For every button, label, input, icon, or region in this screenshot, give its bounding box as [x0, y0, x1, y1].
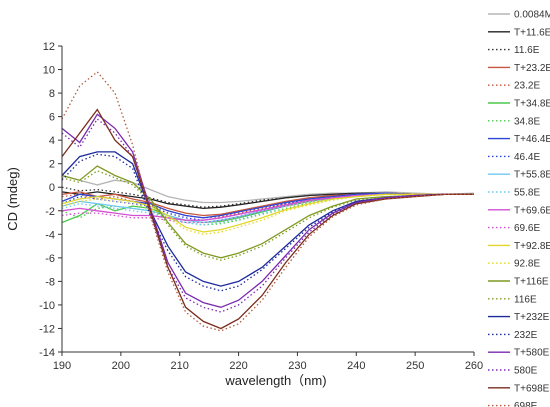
legend-label-4: 23.2E: [514, 81, 540, 92]
series-line-0: [61, 174, 475, 204]
y-tick-label: -6: [45, 253, 55, 265]
legend-label-19: T+580E: [514, 348, 550, 359]
series-line-12: [61, 193, 474, 224]
x-tick-label: 200: [112, 360, 130, 372]
y-tick-label: 6: [49, 112, 55, 124]
legend-label-6: 34.8E: [514, 116, 540, 127]
y-tick-label: -12: [39, 323, 55, 335]
y-tick-label: -4: [45, 229, 55, 241]
legend-label-18: 232E: [514, 330, 538, 341]
y-tick-label: 12: [43, 41, 55, 53]
y-tick-label: 8: [49, 88, 55, 100]
legend-label-2: 11.6E: [514, 45, 540, 56]
legend-label-1: T+11.6E: [514, 27, 550, 38]
y-axis-label: CD (mdeg): [5, 167, 20, 231]
legend-label-13: T+92.8E: [514, 241, 550, 252]
series-line-14: [61, 193, 474, 235]
x-tick-label: 260: [465, 360, 483, 372]
x-tick-label: 210: [171, 360, 189, 372]
series-line-2: [61, 186, 474, 208]
x-tick-label: 240: [347, 360, 365, 372]
x-axis-label: wavelength（nm): [224, 373, 326, 388]
y-tick-label: 2: [49, 159, 55, 171]
legend-label-7: T+46.4E: [514, 134, 550, 145]
legend-label-22: 698E: [514, 401, 538, 407]
legend: 0.0084M T T+11.6E 11.6E T+23.2E 23.2E T+34.8E…: [488, 10, 550, 407]
series-line-18: [61, 153, 474, 292]
legend-label-12: 69.6E: [514, 223, 540, 234]
legend-label-5: T+34.8E: [514, 99, 550, 110]
y-tick-label: -8: [45, 276, 55, 288]
legend-label-20: 580E: [514, 366, 538, 377]
series-line-17: [61, 151, 474, 287]
legend-label-14: 92.8E: [514, 259, 540, 270]
x-tick-label: 230: [288, 360, 306, 372]
legend-label-21: T+698E: [514, 383, 550, 394]
x-tick-label: 250: [406, 360, 424, 372]
legend-label-16: 116E: [514, 294, 537, 305]
y-tick-label: -14: [39, 347, 55, 359]
legend-label-3: T+23.2E: [514, 63, 550, 74]
y-tick-label: 10: [43, 65, 55, 77]
plot-area: [61, 70, 475, 332]
legend-label-11: T+69.6E: [514, 205, 550, 216]
y-tick-label: -2: [45, 206, 55, 218]
legend-label-0: 0.0084M T: [514, 10, 550, 21]
y-tick-label: 0: [49, 182, 55, 194]
legend-label-15: T+116E: [514, 277, 549, 288]
x-tick-label: 220: [229, 360, 247, 372]
series-line-15: [61, 165, 474, 259]
series-line-22: [61, 70, 474, 332]
series-line-19: [61, 113, 474, 308]
series-line-21: [61, 108, 474, 330]
y-tick-label: 4: [49, 135, 55, 147]
x-tick-label: 190: [53, 360, 71, 372]
legend-label-9: T+55.8E: [514, 170, 550, 181]
legend-label-10: 55.8E: [514, 188, 540, 199]
y-tick-label: -10: [39, 300, 55, 312]
legend-label-8: 46.4E: [514, 152, 540, 163]
legend-label-17: T+232E: [514, 312, 550, 323]
